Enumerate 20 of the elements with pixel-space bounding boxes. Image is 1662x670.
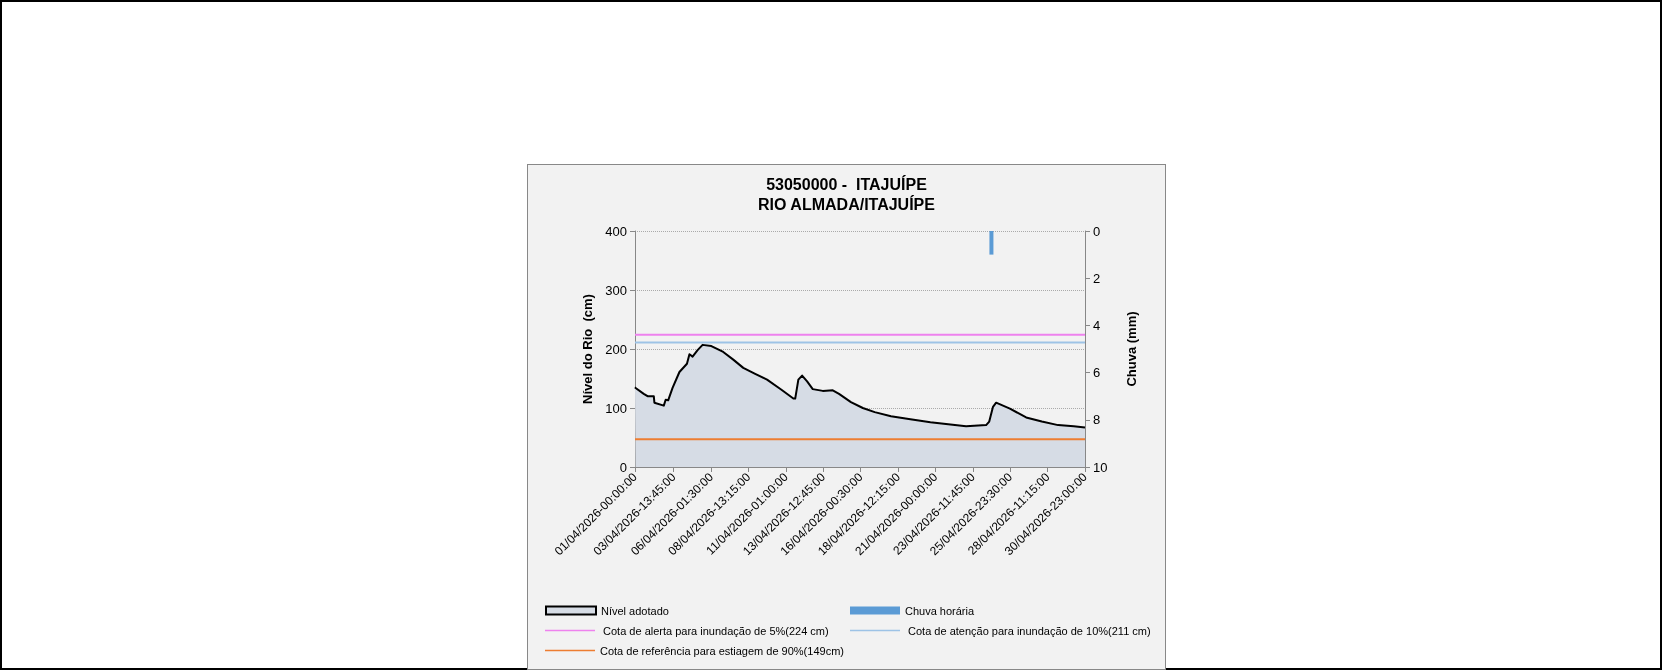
- y2-axis-title: Chuva (mm): [1124, 311, 1139, 387]
- y-tick-label: 0: [619, 459, 627, 475]
- y-axis-title: Nível do Rio (cm): [580, 294, 596, 404]
- y2-tick-label: 2: [1093, 270, 1101, 286]
- chart-title: 53050000 - ITAJUÍPE: [766, 174, 928, 193]
- y-tick-label: 300: [605, 282, 627, 298]
- y2-tick-label: 6: [1093, 365, 1101, 381]
- legend-label: Cota de atenção para inundação de 10%(211 cm): [905, 624, 1151, 637]
- legend-label: Nível adotado: [601, 604, 669, 617]
- y-tick-label: 200: [605, 341, 627, 357]
- legend-label: Cota de referência para estiagem de 90%(149cm): [600, 644, 844, 657]
- y2-tick-label: 4: [1093, 317, 1101, 333]
- y2-tick-label: 10: [1093, 459, 1108, 475]
- y-tick-label: 400: [605, 223, 627, 239]
- legend-label: Cota de alerta para inundação de 5%(224 cm): [600, 624, 829, 637]
- y2-tick-label: 8: [1093, 412, 1101, 428]
- y-tick-label: 100: [605, 400, 627, 416]
- chart-subtitle: RIO ALMADA/ITAJUÍPE: [758, 194, 936, 213]
- y2-tick-label: 0: [1093, 223, 1101, 239]
- legend-label: Chuva horária: [905, 604, 975, 617]
